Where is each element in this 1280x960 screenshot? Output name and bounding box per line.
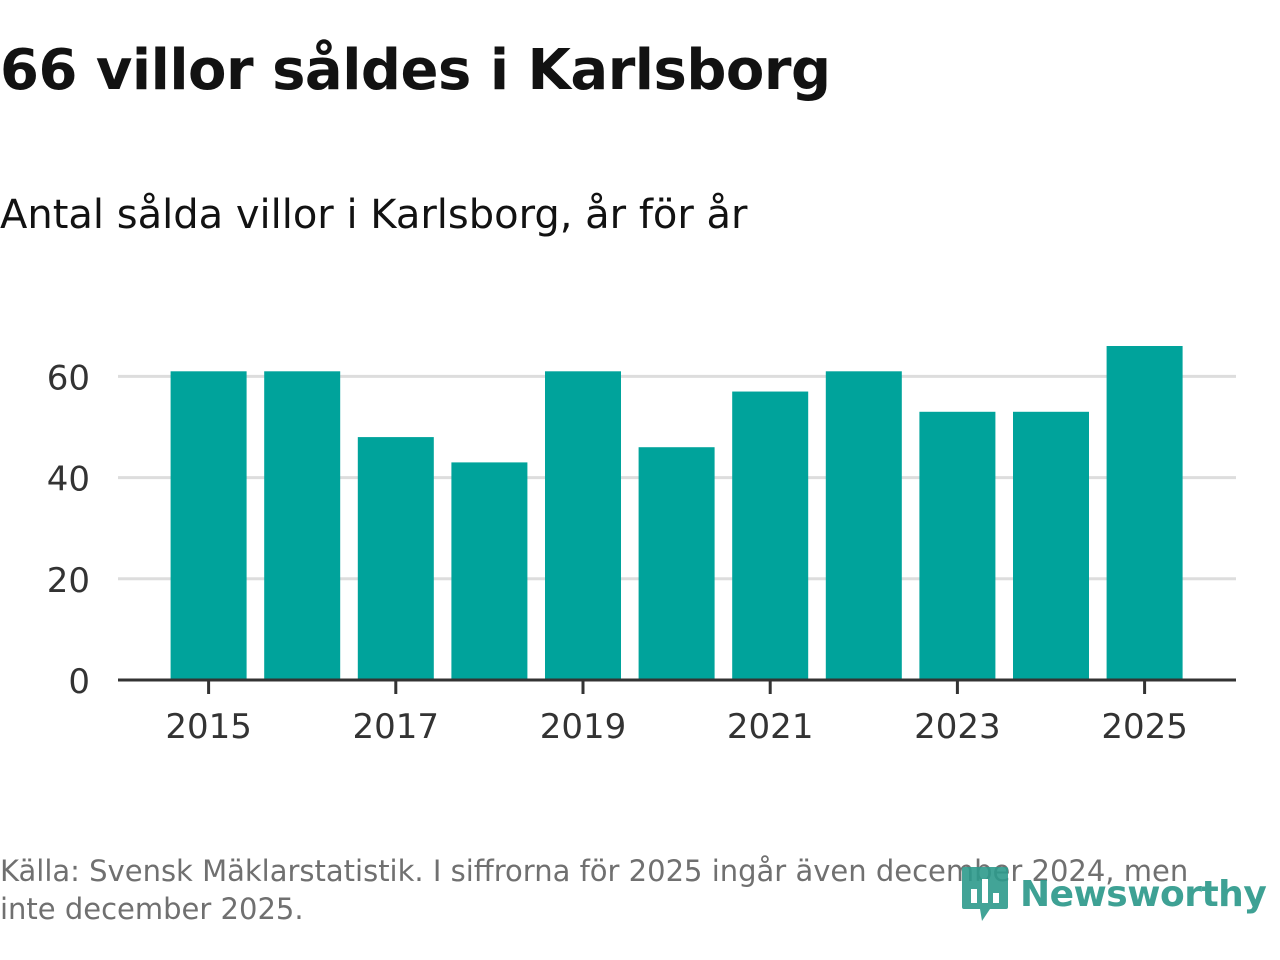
bar-chart: 0 20 40 60 2015 2017 2019 2021 2023 2025 [47, 346, 1236, 747]
bar [1106, 346, 1183, 680]
chart-subtitle: Antal sålda villor i Karlsborg, år för å… [0, 192, 748, 238]
y-tick-label: 60 [47, 358, 90, 398]
x-tick-label: 2021 [727, 707, 814, 747]
logo-text: Newsworthy [1020, 873, 1267, 915]
bar [170, 371, 247, 680]
bar [357, 437, 434, 680]
bar [732, 391, 809, 680]
y-tick-label: 20 [47, 561, 90, 601]
x-tick-label: 2023 [914, 707, 1001, 747]
bar [264, 371, 341, 680]
bar [919, 411, 996, 680]
newsworthy-logo: Newsworthy [960, 862, 1267, 926]
x-tick-label: 2017 [353, 707, 440, 747]
x-tick-label: 2019 [540, 707, 627, 747]
bar [545, 371, 621, 680]
bar [825, 371, 902, 680]
y-tick-label: 0 [68, 662, 90, 702]
chart-title: 66 villor såldes i Karlsborg [0, 38, 831, 103]
bars [170, 346, 1183, 680]
axes: 0 20 40 60 2015 2017 2019 2021 2023 2025 [47, 358, 1236, 747]
bar [638, 447, 715, 680]
bar [1013, 411, 1089, 680]
bar [451, 462, 528, 680]
x-tick-label: 2025 [1101, 707, 1188, 747]
x-tick-label: 2015 [165, 707, 252, 747]
newsworthy-chart-icon [962, 867, 1008, 921]
y-tick-label: 40 [47, 460, 90, 500]
